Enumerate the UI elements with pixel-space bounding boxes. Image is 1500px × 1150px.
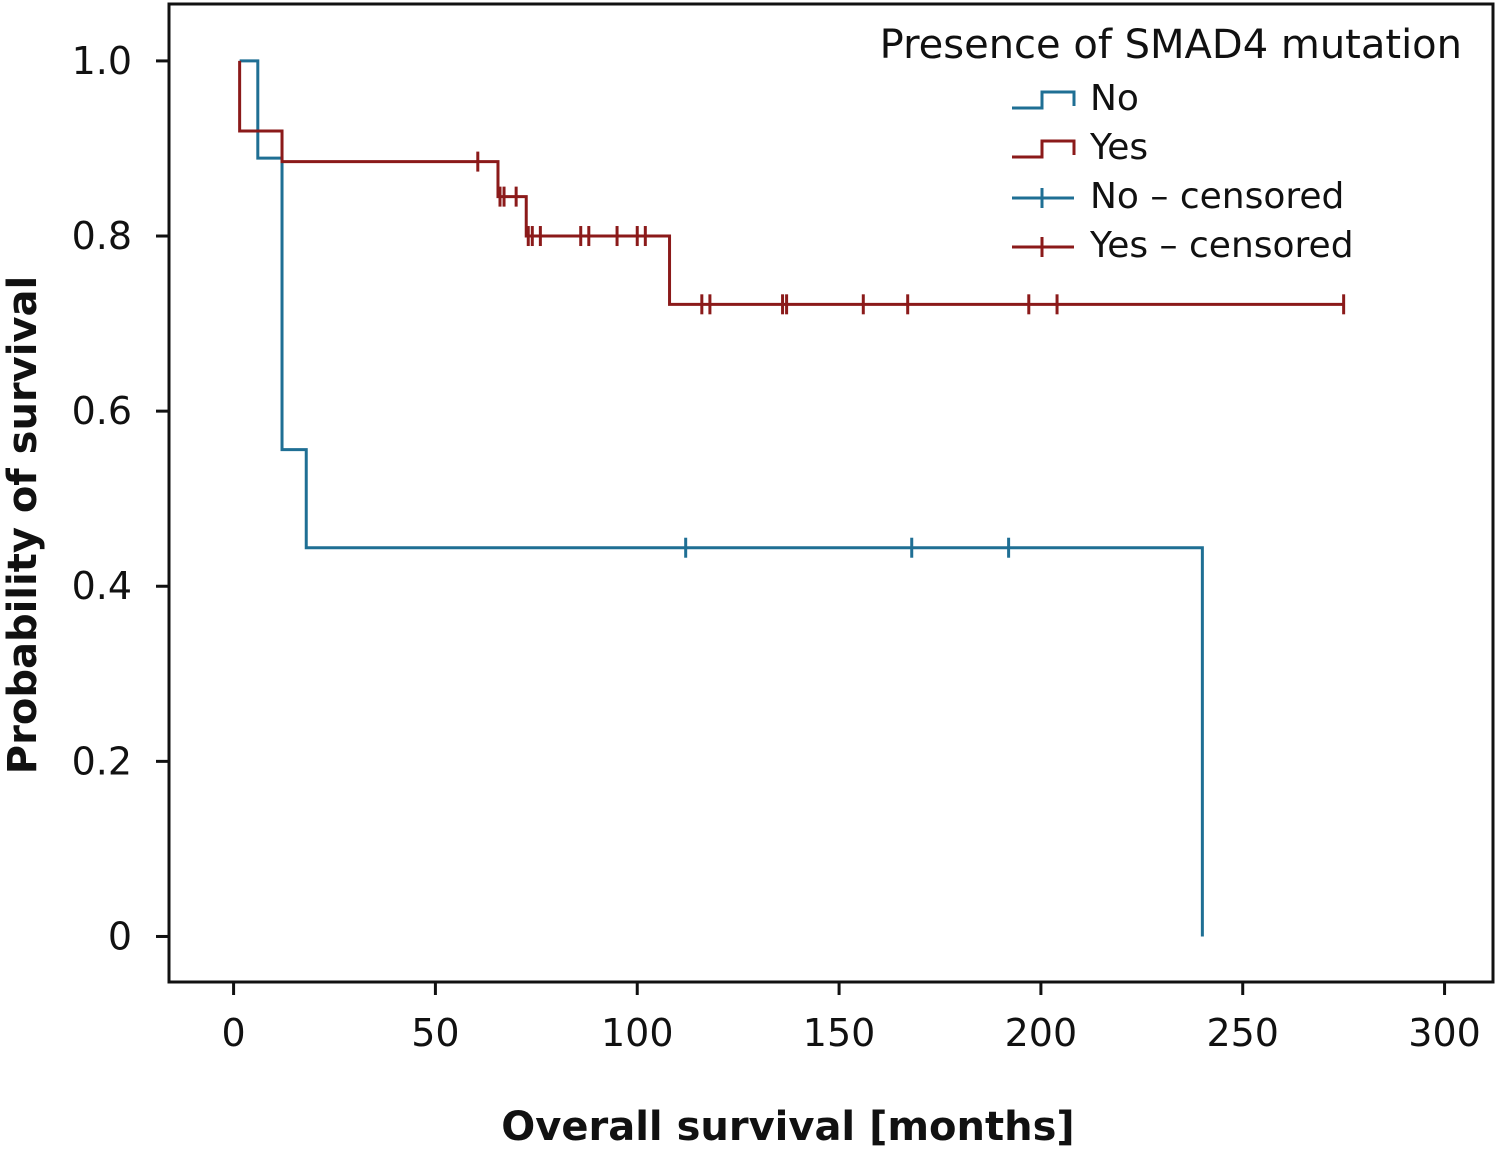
legend-label: Yes: [1089, 127, 1148, 168]
legend-label: Yes – censored: [1089, 225, 1354, 266]
x-tick-label: 150: [803, 1011, 876, 1055]
y-tick-label: 0: [108, 914, 132, 958]
legend: Presence of SMAD4 mutation No Yes No – cens…: [880, 22, 1462, 266]
legend-label: No: [1090, 78, 1139, 119]
y-tick-label: 0.6: [72, 389, 132, 433]
plot-frame: [167, 2, 1495, 984]
legend-swatch-step: [1012, 139, 1076, 159]
x-tick-label: 100: [601, 1011, 674, 1055]
x-axis: 0 50 100 150 200 250 300: [221, 982, 1481, 1055]
survival-curve-yes: [238, 60, 1344, 306]
y-tick-label: 0.4: [72, 564, 132, 608]
y-axis: 0 0.2 0.4 0.6 0.8 1.0: [72, 39, 169, 958]
y-tick-label: 0.2: [72, 739, 132, 783]
x-tick-label: 50: [411, 1011, 459, 1055]
x-tick-label: 0: [221, 1011, 245, 1055]
x-tick-label: 200: [1005, 1011, 1078, 1055]
x-tick-label: 250: [1206, 1011, 1279, 1055]
y-tick-label: 1.0: [72, 39, 132, 83]
y-tick-label: 0.8: [72, 214, 132, 258]
y-axis-title: Probability of survival: [0, 276, 46, 774]
legend-title: Presence of SMAD4 mutation: [880, 22, 1462, 68]
legend-label: No – censored: [1090, 176, 1344, 217]
x-axis-title: Overall survival [months]: [501, 1104, 1074, 1150]
legend-swatch-step: [1012, 90, 1076, 110]
survival-curves: [238, 59, 1346, 937]
x-tick-label: 300: [1408, 1011, 1481, 1055]
survival-curve-no: [239, 59, 1204, 937]
